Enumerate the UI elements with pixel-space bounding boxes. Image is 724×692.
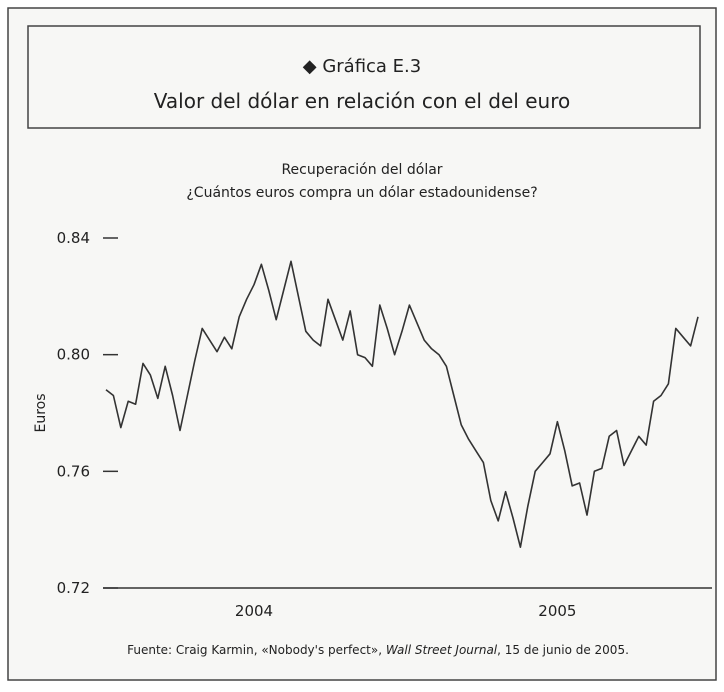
y-tick-label: 0.80 — [57, 346, 90, 364]
chart-title: ¿Cuántos euros compra un dólar estadouni… — [186, 185, 537, 201]
figure-title: Valor del dólar en relación con el del e… — [154, 89, 570, 113]
x-tick-label: 2005 — [538, 602, 576, 620]
y-axis-label: Euros — [33, 393, 49, 432]
source-text: Fuente: Craig Karmin, «Nobody's perfect»… — [127, 643, 386, 657]
figure-number: ◆ Gráfica E.3 — [303, 56, 421, 77]
header-box — [27, 25, 701, 129]
source-text: Wall Street Journal — [386, 643, 498, 657]
y-tick-label: 0.84 — [57, 229, 90, 247]
source-text: , 15 de junio de 2005. — [497, 643, 629, 657]
y-tick-label: 0.72 — [57, 579, 90, 597]
data-line — [105, 260, 699, 548]
source-note: Fuente: Craig Karmin, «Nobody's perfect»… — [127, 643, 629, 657]
plot: 0.72 0.76 0.80 0.84 2004 2005 — [57, 229, 712, 620]
y-tick-label: 0.76 — [57, 462, 90, 480]
chart-title: Recuperación del dólar — [281, 162, 442, 178]
x-tick-label: 2004 — [235, 602, 273, 620]
